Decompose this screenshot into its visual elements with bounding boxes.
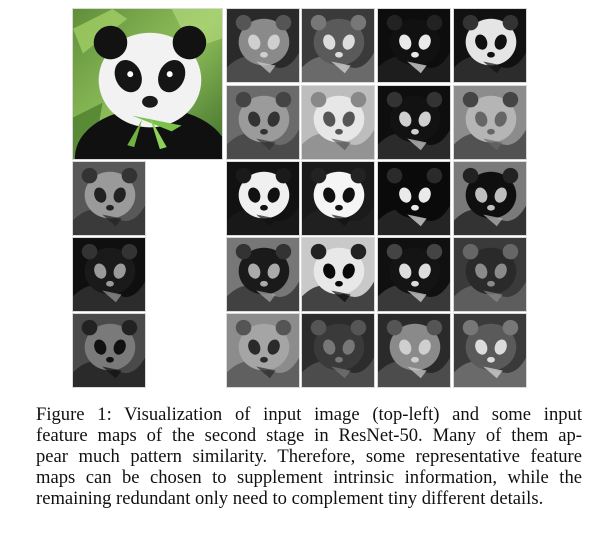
feature-map-tile [377, 85, 451, 160]
feature-map-tile [453, 161, 527, 236]
feature-map-tile [377, 313, 451, 388]
caption-line: maps can be chosen to supplement intrins… [36, 467, 582, 488]
feature-map-image [454, 9, 526, 82]
feature-map-tile [301, 85, 375, 160]
feature-map-tile [226, 161, 300, 236]
figure-caption: Figure 1: Visualization of input image (… [36, 404, 582, 509]
feature-map-tile [226, 85, 300, 160]
feature-map-image [454, 238, 526, 311]
feature-map-image [302, 314, 374, 387]
feature-map-image [302, 162, 374, 235]
figure-grid [72, 8, 527, 388]
feature-map-image [227, 162, 299, 235]
feature-map-tile [72, 237, 146, 312]
feature-map-image [378, 9, 450, 82]
feature-map-tile [377, 8, 451, 83]
feature-map-tile [72, 161, 146, 236]
feature-map-tile [453, 313, 527, 388]
caption-line: pear much pattern similarity. Therefore,… [36, 446, 582, 467]
feature-map-tile [301, 313, 375, 388]
feature-map-tile [301, 161, 375, 236]
feature-map-tile [453, 237, 527, 312]
feature-map-image [302, 9, 374, 82]
feature-map-tile [301, 8, 375, 83]
caption-line: Figure 1: Visualization of input image (… [36, 404, 582, 425]
feature-map-tile [301, 237, 375, 312]
feature-map-image [73, 314, 145, 387]
input-panda-image [72, 8, 223, 160]
feature-map-tile [453, 85, 527, 160]
feature-map-image [454, 162, 526, 235]
feature-map-tile [226, 237, 300, 312]
feature-map-tile [453, 8, 527, 83]
feature-map-image [73, 162, 145, 235]
feature-map-tile [72, 313, 146, 388]
feature-map-image [227, 314, 299, 387]
feature-map-image [227, 9, 299, 82]
feature-map-image [302, 238, 374, 311]
feature-map-image [227, 238, 299, 311]
feature-map-image [302, 86, 374, 159]
feature-map-tile [226, 313, 300, 388]
caption-line: feature maps of the second stage in ResN… [36, 425, 582, 446]
feature-map-tile [377, 161, 451, 236]
feature-map-image [378, 314, 450, 387]
feature-map-image [454, 314, 526, 387]
panda-photo-icon [73, 9, 222, 159]
feature-map-tile [377, 237, 451, 312]
feature-map-image [378, 86, 450, 159]
feature-map-tile [226, 8, 300, 83]
feature-map-image [454, 86, 526, 159]
feature-map-image [227, 86, 299, 159]
feature-map-image [73, 238, 145, 311]
feature-map-image [378, 162, 450, 235]
caption-line: remaining redundant only need to complem… [36, 488, 544, 509]
feature-map-image [378, 238, 450, 311]
